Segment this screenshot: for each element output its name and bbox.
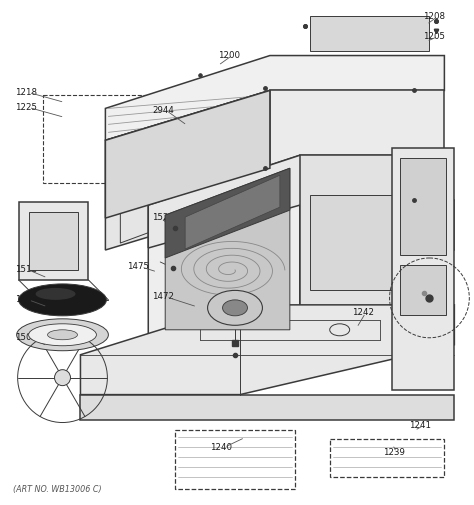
Text: (ART NO. WB13006 C): (ART NO. WB13006 C)	[13, 485, 101, 494]
Polygon shape	[310, 195, 404, 290]
Text: 1240: 1240	[210, 443, 232, 452]
Text: 1242: 1242	[352, 309, 374, 317]
Polygon shape	[105, 90, 270, 250]
Text: 1208: 1208	[423, 12, 446, 21]
Text: 1510: 1510	[15, 295, 36, 305]
Polygon shape	[165, 168, 290, 258]
Polygon shape	[18, 202, 89, 280]
Polygon shape	[81, 394, 455, 420]
Bar	[175, 430, 295, 489]
Polygon shape	[28, 212, 79, 270]
Text: 2944: 2944	[152, 106, 174, 115]
Circle shape	[55, 370, 71, 386]
Polygon shape	[148, 155, 300, 340]
Polygon shape	[400, 158, 447, 255]
Ellipse shape	[36, 288, 75, 300]
Polygon shape	[185, 175, 280, 249]
Text: 1225: 1225	[15, 103, 36, 112]
Text: 1218: 1218	[15, 88, 36, 97]
Text: 1472: 1472	[152, 292, 174, 301]
Polygon shape	[300, 155, 414, 340]
Text: 1200: 1200	[218, 51, 240, 60]
Polygon shape	[392, 148, 455, 390]
Polygon shape	[148, 155, 414, 248]
Text: 1512: 1512	[15, 266, 36, 274]
Polygon shape	[165, 168, 290, 330]
Polygon shape	[310, 16, 429, 51]
Text: 1205: 1205	[423, 32, 446, 41]
Ellipse shape	[47, 330, 77, 340]
Bar	[43, 95, 292, 183]
Text: 1521: 1521	[152, 213, 174, 222]
Polygon shape	[400, 265, 447, 315]
Text: 1241: 1241	[410, 421, 431, 430]
Bar	[188, 278, 283, 363]
Text: 1239: 1239	[383, 448, 404, 457]
Ellipse shape	[17, 319, 109, 351]
Polygon shape	[105, 90, 270, 218]
Bar	[330, 439, 445, 477]
Ellipse shape	[222, 300, 247, 316]
Ellipse shape	[208, 290, 263, 325]
Text: 1475: 1475	[128, 263, 149, 272]
Polygon shape	[105, 56, 445, 140]
Text: 1509: 1509	[15, 333, 36, 342]
Polygon shape	[81, 305, 455, 394]
Ellipse shape	[18, 284, 106, 316]
Ellipse shape	[28, 324, 96, 346]
Polygon shape	[270, 90, 445, 200]
Text: 282: 282	[414, 278, 431, 287]
